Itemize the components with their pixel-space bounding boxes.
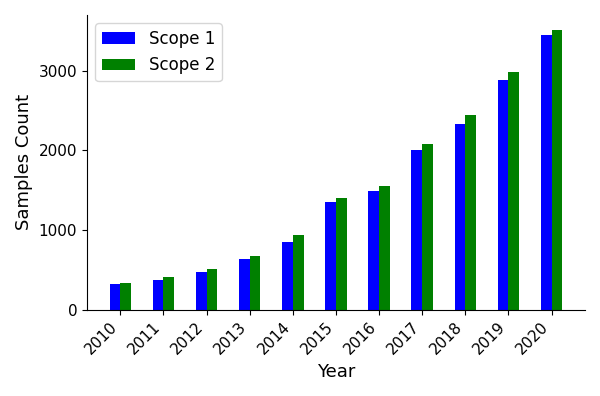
Legend: Scope 1, Scope 2: Scope 1, Scope 2 <box>95 23 221 81</box>
Bar <box>206 269 217 310</box>
X-axis label: Year: Year <box>317 363 355 381</box>
Y-axis label: Samples Count: Samples Count <box>15 94 33 230</box>
Bar <box>455 124 466 310</box>
Bar <box>551 30 562 310</box>
Bar <box>336 198 347 310</box>
Bar <box>325 202 336 310</box>
Bar <box>250 256 260 310</box>
Bar <box>368 191 379 310</box>
Bar <box>379 186 390 310</box>
Bar <box>196 272 206 310</box>
Bar <box>412 150 422 310</box>
Bar <box>508 72 519 310</box>
Bar <box>110 284 121 310</box>
Bar <box>497 80 508 310</box>
Bar <box>239 259 250 310</box>
Bar <box>121 283 131 310</box>
Bar <box>163 277 174 310</box>
Bar <box>422 144 433 310</box>
Bar <box>282 242 293 310</box>
Bar <box>541 35 551 310</box>
Bar <box>293 235 304 310</box>
Bar <box>466 114 476 310</box>
Bar <box>152 280 163 310</box>
